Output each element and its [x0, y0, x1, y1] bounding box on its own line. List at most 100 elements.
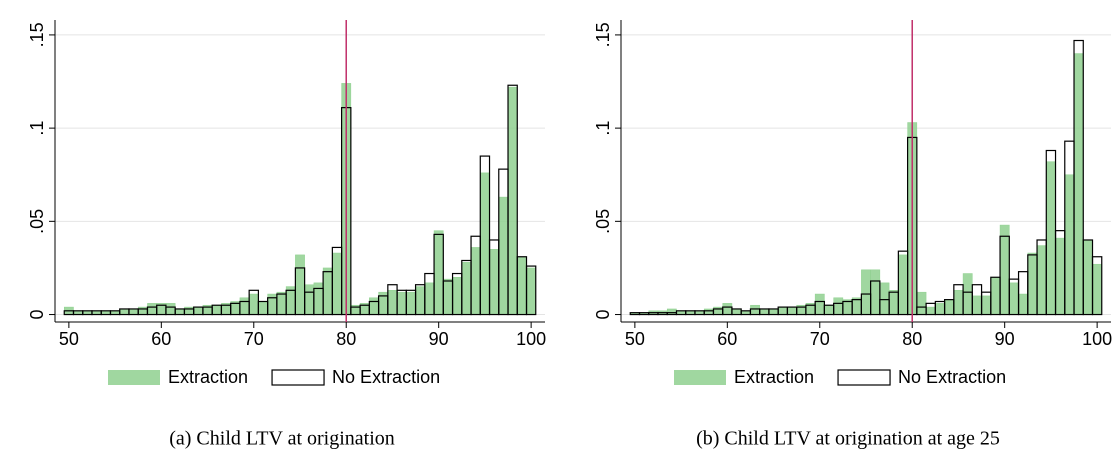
bar [147, 303, 157, 315]
bar [322, 267, 333, 315]
bar [517, 256, 527, 315]
bar [174, 308, 185, 315]
bar [833, 297, 844, 315]
legend-swatch [271, 369, 325, 386]
bar [722, 303, 733, 315]
legend-swatch [837, 369, 891, 386]
bar [332, 252, 342, 315]
bar [1027, 252, 1038, 315]
bar [750, 304, 760, 315]
bar [879, 282, 890, 315]
bar [276, 291, 287, 315]
bar [304, 284, 315, 315]
bar [898, 254, 908, 315]
bar [861, 269, 871, 315]
bar [972, 295, 982, 315]
bar [981, 295, 992, 315]
bar [443, 278, 453, 315]
chart-panel: 0 .05 .1 .15 50 60 70 80 90 100 Extraction No Extra… [593, 20, 1112, 450]
legend-swatch [108, 370, 160, 385]
y-tick-label: .05 [27, 209, 47, 234]
bar [990, 277, 1001, 315]
bar [787, 306, 797, 315]
chart-panel: 0 .05 .1 .15 50 60 70 80 90 100 Extraction No Extra… [27, 20, 546, 450]
bar [870, 280, 881, 316]
y-tick-label: .15 [593, 22, 613, 47]
y-tick-label: .15 [27, 22, 47, 47]
bar [507, 84, 518, 316]
bar [119, 308, 130, 315]
bar [851, 297, 862, 315]
bar [267, 293, 278, 315]
bar [814, 293, 825, 315]
bar [415, 286, 426, 315]
x-tick-label: 80 [902, 329, 922, 349]
bar [870, 269, 881, 315]
x-tick-label: 50 [59, 329, 79, 349]
bar [1055, 237, 1066, 315]
bar [999, 224, 1010, 315]
bar [1092, 263, 1103, 315]
bar [128, 308, 139, 315]
bar [768, 308, 779, 315]
bar [1036, 245, 1047, 315]
x-tick-label: 90 [995, 329, 1015, 349]
bar [479, 155, 491, 316]
bar [211, 304, 222, 315]
bar [824, 304, 834, 315]
bar [1073, 39, 1084, 316]
bar [777, 306, 788, 315]
bar [1046, 161, 1056, 315]
bar [666, 308, 677, 315]
caption: (a) Child LTV at origination [169, 428, 395, 450]
y-tick-label: .1 [593, 121, 613, 136]
x-tick-label: 90 [429, 329, 449, 349]
bar [461, 262, 472, 315]
x-tick-label: 50 [625, 329, 645, 349]
bar [507, 86, 518, 315]
bar [498, 196, 509, 315]
x-tick-label: 80 [336, 329, 356, 349]
legend-label: Extraction [168, 367, 248, 387]
bar [452, 277, 463, 315]
bar [1064, 174, 1075, 315]
bar [916, 291, 927, 315]
bar [525, 265, 537, 316]
x-tick-label: 60 [151, 329, 171, 349]
y-tick-label: .1 [27, 121, 47, 136]
bar [295, 254, 305, 315]
bar [1009, 282, 1019, 315]
bar [713, 306, 723, 315]
y-tick-label: 0 [593, 310, 613, 320]
bar [424, 282, 435, 315]
bar [433, 230, 444, 315]
bar [239, 297, 250, 315]
bar [258, 301, 268, 315]
bar [526, 267, 537, 315]
legend-label: No Extraction [898, 367, 1006, 387]
bar [480, 172, 490, 315]
bar [294, 267, 306, 316]
bar [313, 282, 324, 315]
bar [1018, 293, 1029, 315]
bar [1083, 239, 1093, 315]
bar [248, 293, 259, 315]
x-tick-label: 100 [516, 329, 546, 349]
bar [369, 297, 379, 315]
bar [759, 308, 770, 315]
bar [406, 291, 416, 315]
caption: (b) Child LTV at origination at age 25 [696, 428, 1000, 450]
bar [703, 308, 714, 315]
bar [999, 235, 1010, 316]
bar [470, 247, 481, 315]
bar [184, 306, 194, 315]
bar [944, 299, 955, 315]
bar [962, 273, 973, 315]
legend-label: Extraction [734, 367, 814, 387]
bar [925, 306, 936, 315]
x-tick-label: 100 [1082, 329, 1112, 349]
bar [433, 233, 444, 316]
bar [489, 249, 500, 315]
bar [1073, 53, 1084, 315]
